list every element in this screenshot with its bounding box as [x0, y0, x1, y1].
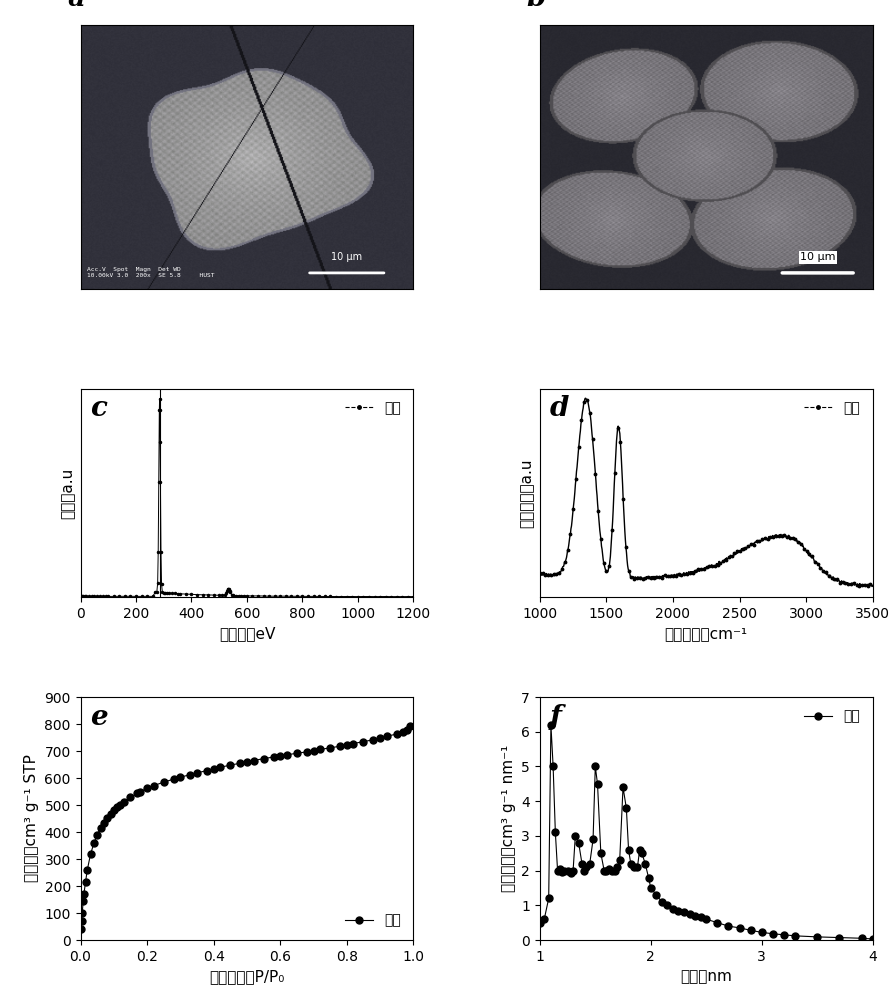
Legend: 荷花: 荷花 [340, 908, 406, 933]
Legend: 荷花: 荷花 [798, 704, 864, 729]
Legend: 荷花: 荷花 [340, 396, 406, 421]
Y-axis label: 吸附量，cm³ g⁻¹ STP: 吸附量，cm³ g⁻¹ STP [24, 755, 38, 882]
Text: 10 μm: 10 μm [331, 252, 362, 262]
Y-axis label: 不同孔容，cm³ g⁻¹ nm⁻¹: 不同孔容，cm³ g⁻¹ nm⁻¹ [500, 745, 515, 892]
Text: b: b [526, 0, 545, 12]
Text: a: a [67, 0, 85, 12]
Text: c: c [90, 395, 107, 422]
Y-axis label: 强度，a.u: 强度，a.u [60, 467, 75, 519]
X-axis label: 结合能，eV: 结合能，eV [218, 626, 274, 641]
Legend: 荷花: 荷花 [798, 396, 864, 421]
Y-axis label: 拉曼强度，a.u: 拉曼强度，a.u [519, 458, 534, 528]
X-axis label: 拉曼位移，cm⁻¹: 拉曼位移，cm⁻¹ [664, 626, 747, 641]
Text: 10 μm: 10 μm [799, 252, 834, 262]
Text: d: d [549, 395, 569, 422]
X-axis label: 孔径，nm: 孔径，nm [679, 969, 731, 984]
Text: e: e [90, 704, 108, 731]
Text: Acc.V  Spot  Magn  Det WD
10.00kV 3.0  200x  SE 5.8     HUST: Acc.V Spot Magn Det WD 10.00kV 3.0 200x … [87, 267, 215, 278]
X-axis label: 相对压力，P/P₀: 相对压力，P/P₀ [209, 969, 284, 984]
Text: f: f [549, 704, 561, 731]
